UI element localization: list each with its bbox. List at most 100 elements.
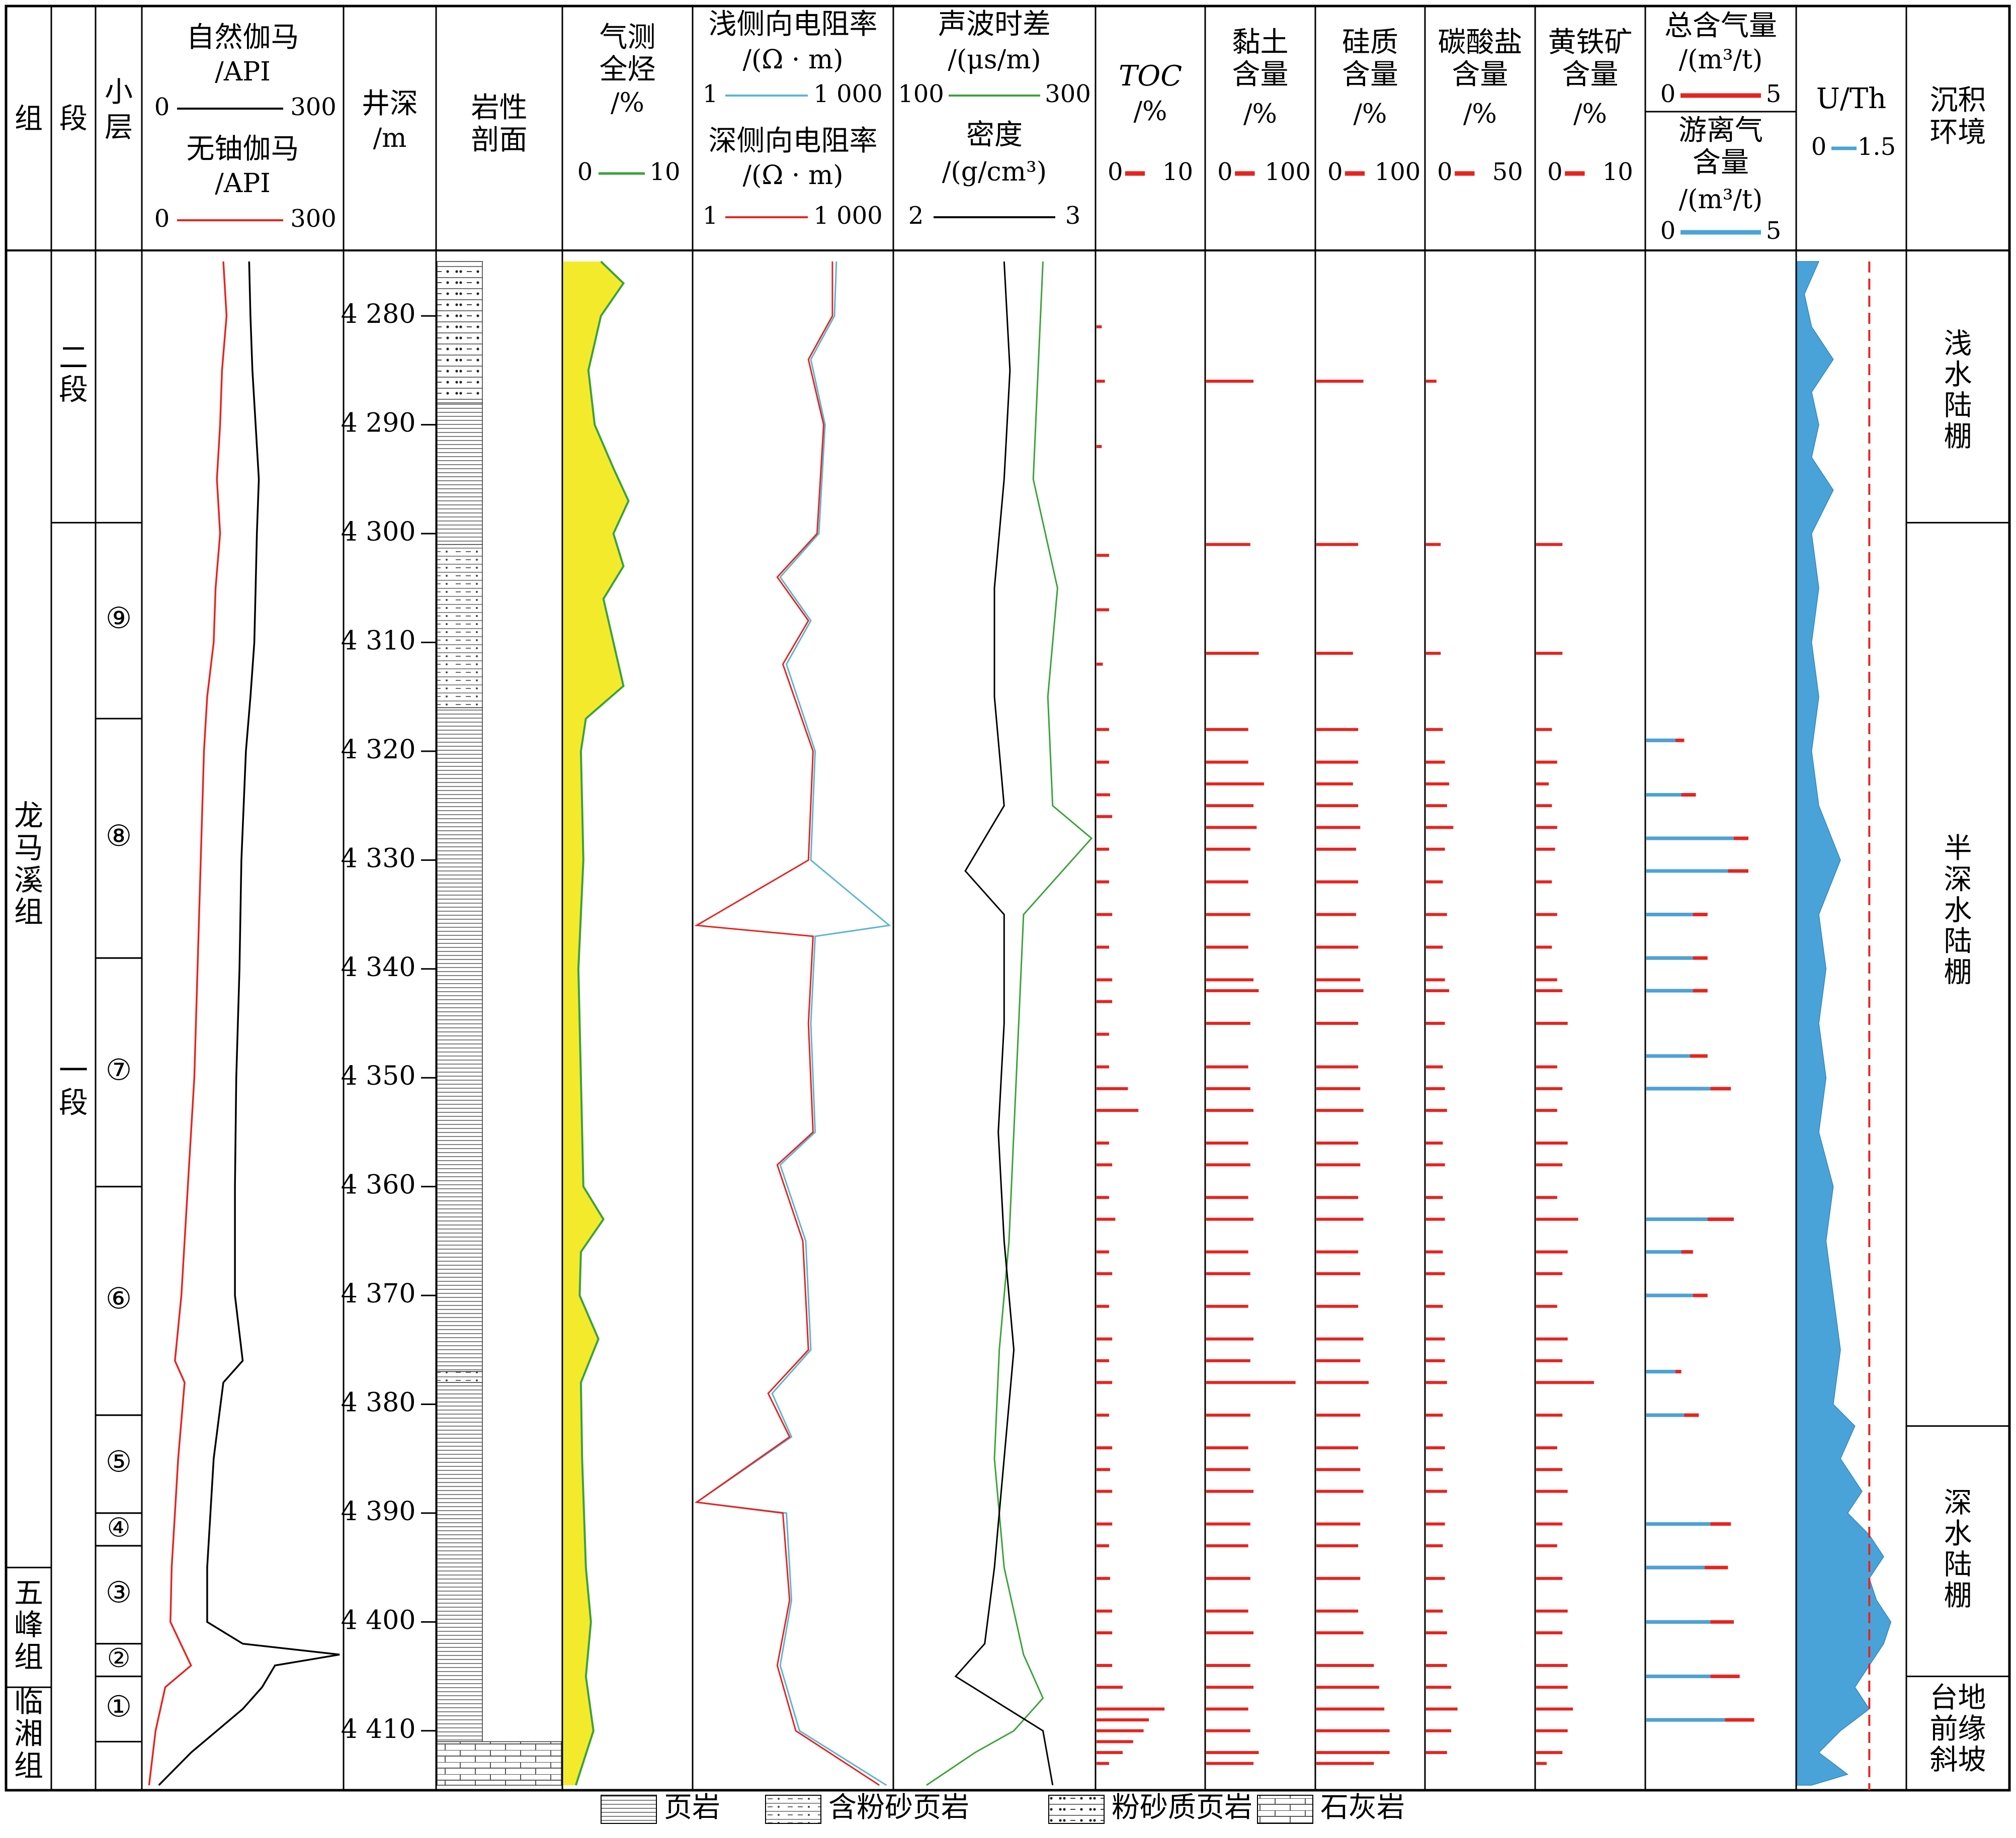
free-gas-unit: /(m³/t) xyxy=(1679,185,1763,215)
clay-bar xyxy=(1206,945,1248,949)
clay-bar xyxy=(1206,1609,1248,1613)
clay-bar xyxy=(1206,1631,1254,1634)
carbonate-bar xyxy=(1426,1522,1445,1526)
toc-bar xyxy=(1097,1729,1144,1732)
clay-bar xyxy=(1206,1142,1248,1145)
toc-bar xyxy=(1097,1304,1109,1308)
pyrite-bar xyxy=(1536,760,1557,764)
carbonate-max: 50 xyxy=(1492,158,1523,186)
carbonate-bar xyxy=(1426,1109,1447,1112)
free-gas-bar xyxy=(1646,1293,1693,1297)
silica-bar xyxy=(1316,1381,1369,1384)
carbonate-bar xyxy=(1426,1087,1445,1090)
sublayer-label: ② xyxy=(107,1643,131,1674)
toc-bar xyxy=(1097,945,1109,949)
pyrite-bar xyxy=(1536,1707,1573,1711)
toc-bar xyxy=(1097,662,1103,666)
silica-bar xyxy=(1316,847,1357,851)
chart-frame xyxy=(5,5,2011,1792)
clay-bar xyxy=(1206,1577,1250,1580)
clay-bar xyxy=(1206,760,1248,764)
clay-bar xyxy=(1206,1686,1254,1689)
silica-bar xyxy=(1316,826,1361,829)
carbonate-bar xyxy=(1426,1250,1443,1254)
pyrite-bar xyxy=(1536,1468,1563,1471)
free-gas-bar xyxy=(1646,1054,1690,1058)
lithology-interval-shale xyxy=(437,402,483,545)
pyrite-bar xyxy=(1536,543,1563,546)
toc-bar xyxy=(1097,1751,1123,1755)
toc-bar xyxy=(1097,554,1109,557)
free-gas-bar xyxy=(1646,1413,1685,1417)
clay-bar xyxy=(1206,847,1250,851)
depth-tick-label: 4 350 xyxy=(341,1061,416,1091)
member-header: 段 xyxy=(59,103,88,135)
pyrite-bar xyxy=(1536,1544,1557,1547)
free-gas-bar xyxy=(1646,1217,1708,1221)
carbonate-bar xyxy=(1426,978,1445,982)
legend-label: 石灰岩 xyxy=(1320,1791,1405,1824)
free-gas-bar xyxy=(1646,956,1693,960)
carbonate-bar xyxy=(1426,945,1443,949)
member-label: 一段 xyxy=(59,1054,88,1120)
lithology-interval-shale xyxy=(437,707,483,1372)
pyrite-bar xyxy=(1536,782,1549,785)
gas-max: 10 xyxy=(649,158,680,186)
clay-bar xyxy=(1206,1446,1248,1450)
toc-bar xyxy=(1097,1468,1111,1471)
gas-title: 气测全烃 xyxy=(600,21,656,85)
clay-bar xyxy=(1206,782,1264,785)
toc-bar xyxy=(1097,1217,1116,1221)
carbonate-bar xyxy=(1426,1022,1445,1025)
toc-bar xyxy=(1097,445,1102,448)
silica-bar xyxy=(1316,1250,1359,1254)
carbonate-title: 碳酸盐含量 xyxy=(1438,26,1523,91)
sublayer-label: ⑦ xyxy=(106,1053,132,1087)
silica-bar xyxy=(1316,1065,1359,1069)
environment-header: 沉积环境 xyxy=(1930,83,1986,148)
legend-label: 含粉砂页岩 xyxy=(828,1791,969,1824)
gas-curve xyxy=(574,260,630,1786)
silica-bar xyxy=(1316,1751,1390,1755)
toc-bar xyxy=(1097,847,1109,851)
silica-bar xyxy=(1316,1522,1361,1526)
sonic-unit: /(μs/m) xyxy=(948,45,1041,75)
pyrite-bar xyxy=(1536,989,1563,993)
uranium-free-gamma-min: 0 xyxy=(154,205,170,233)
silica-bar xyxy=(1316,1217,1364,1221)
uth-max: 1.5 xyxy=(1858,133,1896,161)
free-gas-bar xyxy=(1646,1250,1682,1254)
clay-bar xyxy=(1206,1109,1254,1112)
lithology-interval-limestone xyxy=(437,1741,562,1786)
clay-bar xyxy=(1206,1359,1250,1362)
toc-bar xyxy=(1097,913,1113,916)
clay-bar xyxy=(1206,1022,1250,1025)
uth-min: 0 xyxy=(1811,133,1827,161)
sublayer-header: 小层 xyxy=(105,76,133,144)
toc-bar xyxy=(1097,608,1109,611)
pyrite-bar xyxy=(1536,978,1557,982)
toc-bar xyxy=(1097,1272,1113,1275)
toc-bar xyxy=(1097,1707,1165,1711)
gas-unit: /% xyxy=(611,88,644,118)
free-gas-bar xyxy=(1646,738,1675,742)
depth-unit: /m xyxy=(373,123,407,153)
depth-tick-label: 4 340 xyxy=(341,952,416,982)
shallow-resistivity-min: 1 xyxy=(703,80,718,108)
deep-resistivity-max: 1 000 xyxy=(813,202,882,230)
pyrite-bar xyxy=(1536,1359,1563,1362)
density-curve xyxy=(954,261,1054,1786)
clay-bar xyxy=(1206,978,1254,982)
clay-bar xyxy=(1206,728,1248,731)
environment-label: 台地前缘斜坡 xyxy=(1930,1682,1986,1776)
silica-bar xyxy=(1316,1468,1361,1471)
carbonate-bar xyxy=(1426,1446,1445,1450)
shallow-resistivity-unit: /(Ω · m) xyxy=(742,45,843,75)
environment-label: 深水陆棚 xyxy=(1944,1486,1972,1612)
pyrite-bar xyxy=(1536,652,1563,655)
clay-bar xyxy=(1206,989,1259,993)
shallow-resistivity-max: 1 000 xyxy=(813,80,882,108)
silica-bar xyxy=(1316,1609,1359,1613)
environment-label: 浅水陆棚 xyxy=(1944,327,1972,453)
carbonate-bar xyxy=(1426,826,1454,829)
